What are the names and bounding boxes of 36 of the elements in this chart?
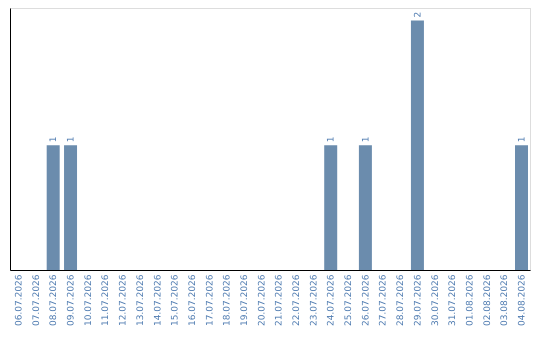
x-tick-label: 28.07.2026: [396, 274, 406, 326]
x-tick-label: 16.07.2026: [188, 274, 198, 326]
x-tick-label: 30.07.2026: [430, 274, 441, 326]
x-tick-label: 27.07.2026: [378, 274, 389, 326]
x-tick-label: 09.07.2026: [66, 274, 77, 326]
x-tick-label: 21.07.2026: [274, 274, 285, 326]
x-tick-label: 04.08.2026: [518, 274, 528, 326]
x-tick-label: 15.07.2026: [170, 274, 181, 326]
x-tick-label: 18.07.2026: [222, 274, 233, 326]
x-tick-label: 17.07.2026: [205, 274, 216, 326]
x-tick-label: 03.08.2026: [500, 274, 510, 326]
x-tick-label: 12.07.2026: [118, 274, 129, 326]
data-label: 1: [49, 136, 60, 142]
x-tick-label: 14.07.2026: [153, 274, 164, 326]
data-label: 1: [518, 136, 528, 142]
x-tick-label: 07.07.2026: [32, 274, 42, 326]
x-tick-label: 22.07.2026: [292, 274, 302, 326]
x-tick-label: 24.07.2026: [326, 274, 337, 326]
x-tick-label: 01.08.2026: [465, 274, 476, 326]
x-tick-label: 08.07.2026: [49, 274, 60, 326]
data-label: 2: [413, 12, 424, 18]
x-tick-label: 20.07.2026: [257, 274, 268, 326]
x-tick-label: 06.07.2026: [14, 274, 24, 326]
x-tick-label: 19.07.2026: [240, 274, 250, 326]
x-tick-label: 13.07.2026: [136, 274, 146, 326]
x-tick-label: 10.07.2026: [84, 274, 94, 326]
x-tick-label: 31.07.2026: [448, 274, 458, 326]
data-label: 1: [361, 136, 372, 142]
x-tick-label: 11.07.2026: [101, 274, 112, 326]
x-tick-label: 29.07.2026: [413, 274, 424, 326]
x-tick-label: 23.07.2026: [309, 274, 320, 326]
x-tick-label: 25.07.2026: [344, 274, 354, 326]
data-label: 1: [326, 136, 337, 142]
x-tick-label: 02.08.2026: [482, 274, 493, 326]
x-tick-label: 26.07.2026: [361, 274, 372, 326]
data-label: 1: [66, 136, 77, 142]
